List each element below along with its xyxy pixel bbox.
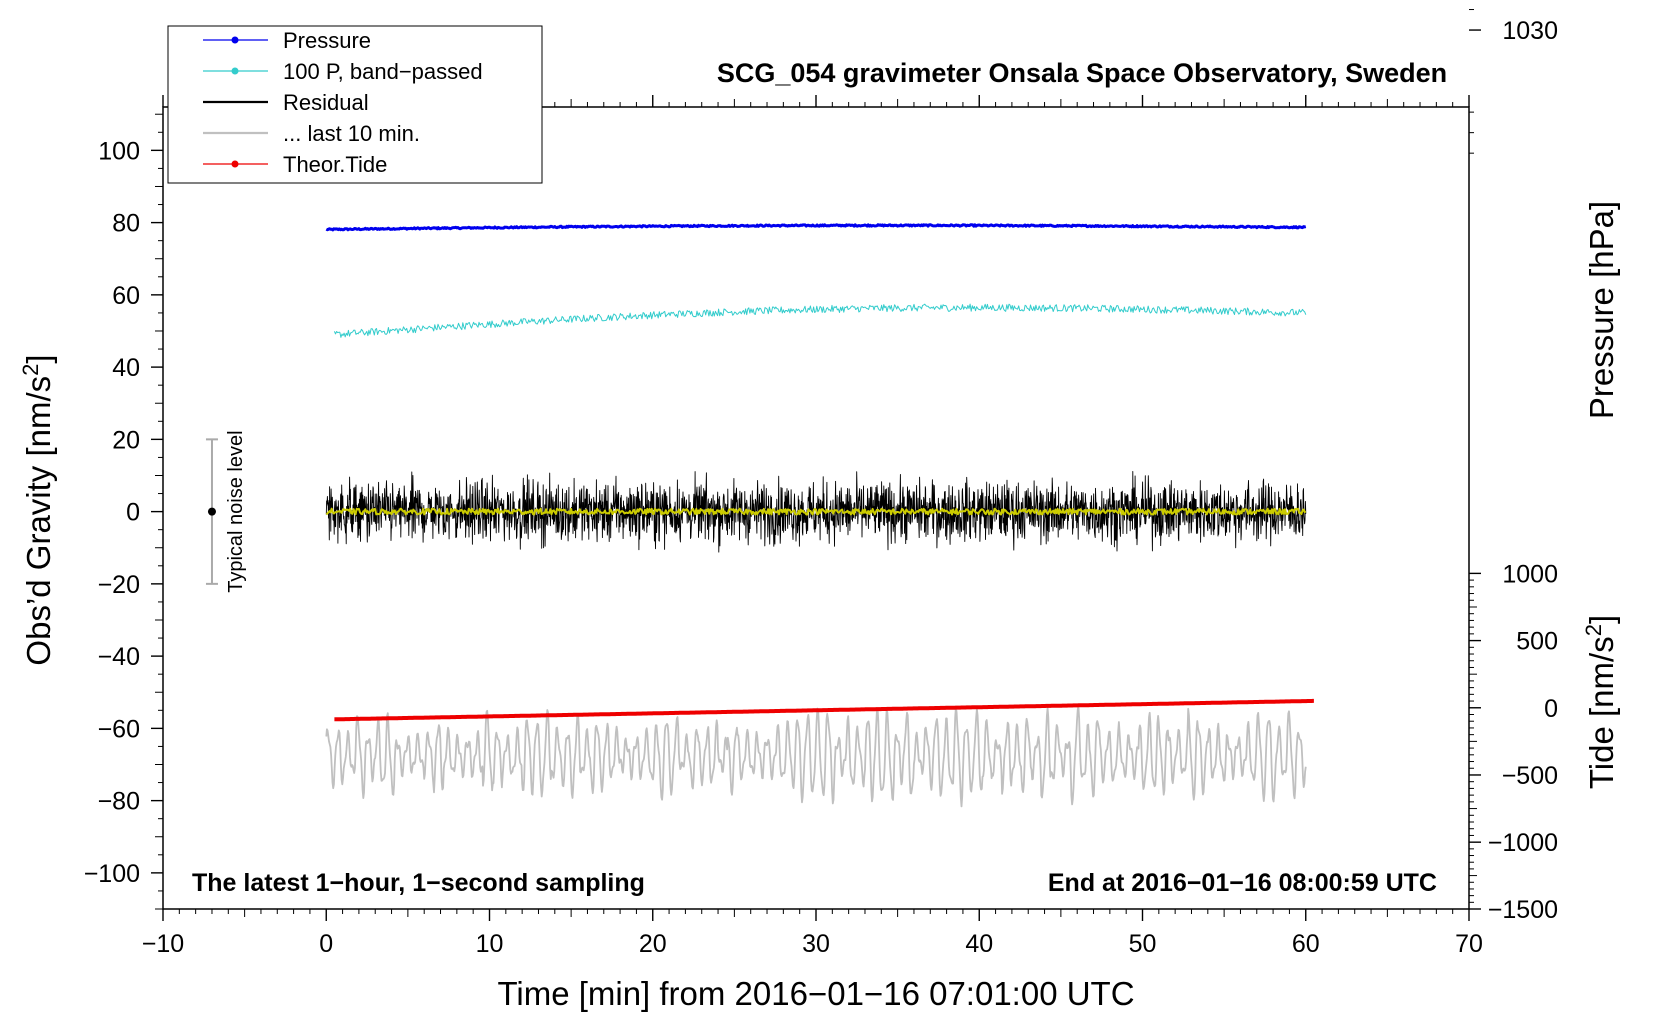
y-tick-label: −40 (98, 643, 140, 671)
y-tick-label: −60 (98, 715, 140, 743)
x-tick-label: 60 (1292, 930, 1320, 958)
x-tick-label: 0 (319, 930, 333, 958)
y-axis-tide-label-sup: 2 (1581, 624, 1606, 636)
series-line (333, 303, 1307, 338)
x-tick-label: 50 (1129, 930, 1157, 958)
x-tick-label: 30 (802, 930, 830, 958)
chart-title: SCG_054 gravimeter Onsala Space Observat… (717, 58, 1447, 88)
noise-level-indicator: Typical noise level (205, 430, 247, 593)
legend-label: Pressure (283, 28, 371, 53)
y-axis-pressure-label: Pressure [hPa] (1583, 201, 1620, 419)
x-tick-label: −10 (142, 930, 184, 958)
x-axis-ticks: −10 0 10 20 30 40 50 60 70 (142, 95, 1483, 958)
x-tick-label: 20 (639, 930, 667, 958)
y-axis-left-label-main: Obs’d Gravity [nm/s (20, 376, 57, 666)
y-tick-label: 40 (112, 354, 140, 382)
y-axis-tide-label-end: ] (1583, 615, 1620, 624)
x-axis-label: Time [min] from 2016−01−16 07:01:00 UTC (497, 975, 1134, 1012)
series-line (325, 471, 1307, 553)
y-axis-left-label: Obs’d Gravity [nm/s2] (18, 354, 57, 665)
series-line (325, 223, 1307, 232)
series-line (325, 507, 1307, 516)
legend: Pressure 100 P, band−passed Residual ... la… (167, 25, 543, 184)
right-tick-label: −1500 (1488, 896, 1558, 924)
legend-marker (231, 160, 239, 168)
legend-label: 100 P, band−passed (283, 59, 483, 84)
right-tick-label: 500 (1516, 628, 1558, 656)
legend-label: ... last 10 min. (283, 121, 420, 146)
noise-center-dot (207, 507, 216, 516)
y-axis-right-ticks: 103010201010100099098010005000−500−1000−… (1469, 9, 1558, 924)
y-tick-label: −20 (98, 571, 140, 599)
series-line (333, 698, 1315, 722)
series-layer (325, 223, 1315, 808)
y-tick-label: 0 (126, 499, 140, 527)
y-axis-left-ticks: 100 80 60 40 20 0 −20 −40 −60 −80 −100 (84, 113, 163, 910)
annotation-sampling: The latest 1−hour, 1−second sampling (192, 869, 645, 897)
y-tick-label: −100 (84, 860, 140, 888)
y-axis-left-label-sup: 2 (18, 364, 43, 376)
x-tick-label: 40 (965, 930, 993, 958)
right-tick-label: 0 (1544, 695, 1558, 723)
y-tick-label: 60 (112, 282, 140, 310)
y-axis-left-label-end: ] (20, 354, 57, 363)
x-tick-label: 70 (1455, 930, 1483, 958)
legend-label: Residual (283, 90, 369, 115)
y-axis-tide-label: Tide [nm/s2] (1581, 615, 1620, 789)
y-tick-label: 20 (112, 426, 140, 454)
x-tick-label: 10 (476, 930, 504, 958)
y-tick-label: 100 (98, 137, 140, 165)
right-tick-label: −500 (1502, 762, 1558, 790)
legend-label: Theor.Tide (283, 152, 387, 177)
y-tick-label: 80 (112, 210, 140, 238)
y-axis-tide-label-main: Tide [nm/s (1583, 636, 1620, 789)
legend-marker (231, 36, 239, 44)
right-tick-label: 1030 (1502, 17, 1558, 45)
legend-box (167, 25, 543, 184)
noise-level-label: Typical noise level (225, 430, 247, 592)
legend-marker (231, 67, 239, 75)
series-line (325, 705, 1307, 808)
annotation-end-time: End at 2016−01−16 08:00:59 UTC (1048, 869, 1437, 897)
right-tick-label: 1000 (1502, 560, 1558, 588)
right-tick-label: −1000 (1488, 829, 1558, 857)
y-tick-label: −80 (98, 788, 140, 816)
